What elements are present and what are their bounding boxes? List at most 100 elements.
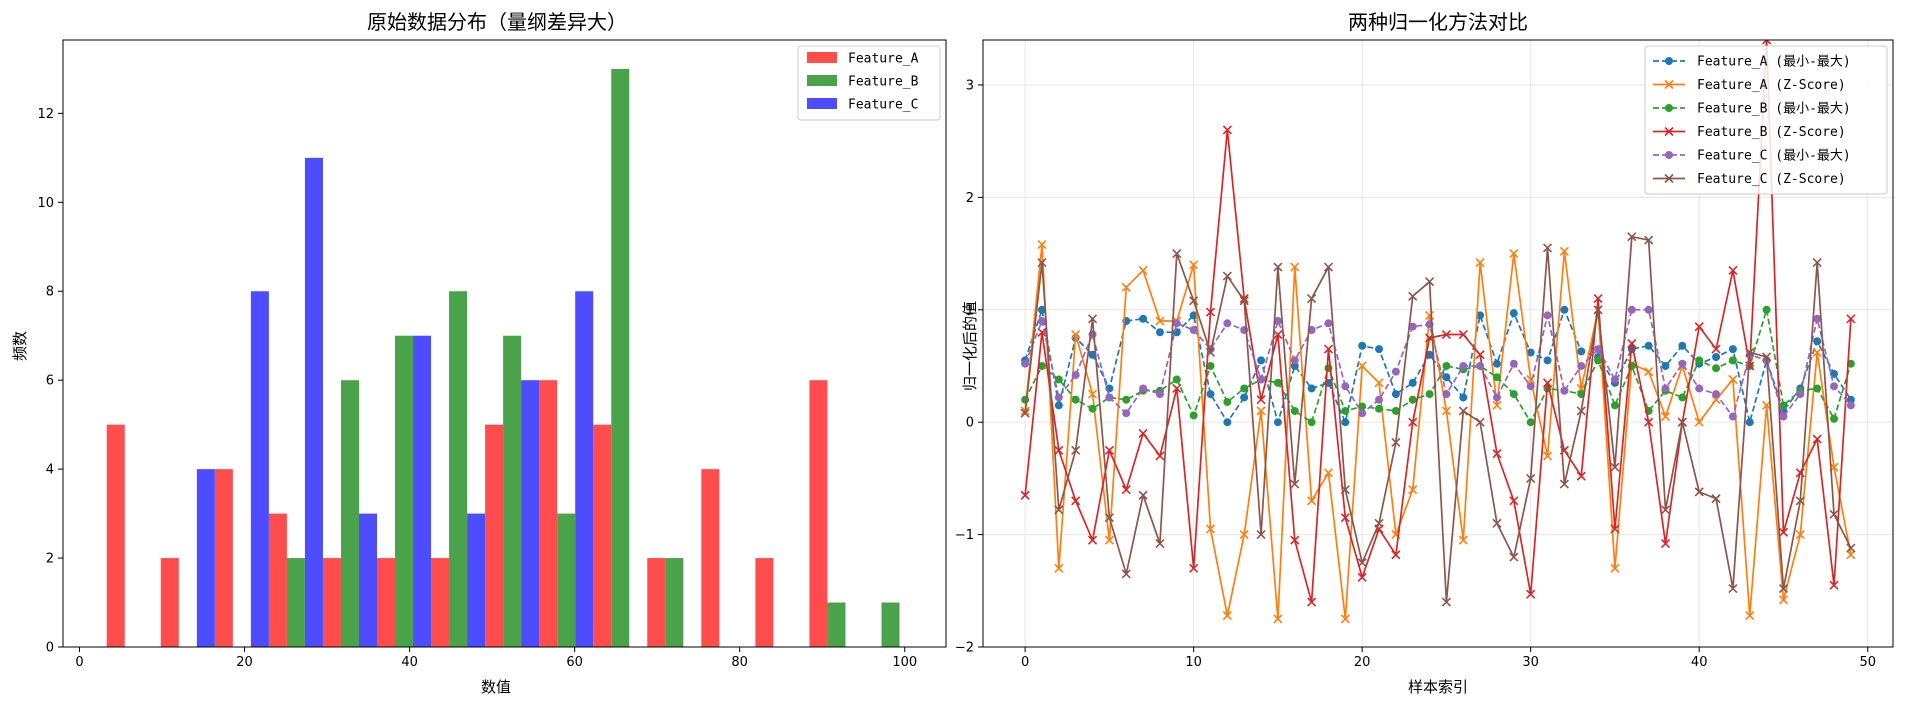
data-point [1813, 314, 1822, 323]
data-point [1105, 384, 1114, 393]
data-point [1391, 550, 1401, 560]
data-point [1779, 412, 1788, 421]
data-point [1257, 375, 1266, 384]
data-point [1711, 494, 1721, 504]
data-point [1778, 527, 1789, 537]
data-point [1155, 316, 1165, 326]
data-point [1728, 345, 1737, 354]
y-tick-label: 4 [46, 463, 54, 478]
data-point [1745, 418, 1754, 427]
legend-label: Feature_A [848, 52, 919, 67]
data-point [1475, 258, 1485, 268]
data-point [1711, 344, 1721, 354]
histogram-bar [322, 558, 341, 647]
data-point [1559, 246, 1569, 256]
histogram-bar [377, 558, 396, 647]
histogram-bar [395, 335, 414, 647]
data-point [1712, 352, 1721, 361]
histogram-bar [611, 68, 630, 647]
histogram-bar [521, 380, 540, 647]
data-point [1829, 580, 1839, 590]
histogram-chart: 原始数据分布（量纲差异大） 数值 频数 0 20 40 60 80 100 0 2 4 6 8 10 1… [11, 10, 947, 696]
data-point [1139, 314, 1148, 323]
data-point [1509, 496, 1519, 506]
data-point [1660, 539, 1671, 549]
data-point [1155, 328, 1164, 337]
series-group [1020, 240, 1856, 624]
y-tick-label: 0 [966, 416, 974, 431]
data-point [1104, 513, 1114, 523]
legend-swatch [807, 52, 837, 63]
data-point [1054, 393, 1063, 402]
data-point [1846, 395, 1855, 404]
x-tick-label: 100 [892, 655, 917, 670]
data-point [1087, 535, 1098, 545]
data-point [1543, 356, 1552, 365]
data-point [1610, 524, 1620, 534]
data-point [1358, 409, 1367, 418]
data-point [1172, 249, 1182, 259]
data-point [1660, 411, 1671, 422]
data-point [1307, 496, 1317, 506]
data-point [1442, 390, 1451, 399]
data-point [1088, 404, 1097, 413]
data-point [1593, 305, 1603, 315]
histogram-bar [827, 602, 846, 647]
data-point [1071, 329, 1081, 340]
data-point [1745, 610, 1755, 621]
histogram-bar [340, 380, 359, 647]
data-point [1812, 434, 1822, 444]
data-point [1812, 347, 1822, 358]
data-point [1391, 406, 1400, 415]
data-point [1762, 305, 1771, 314]
data-point [1492, 393, 1501, 402]
data-point [1846, 401, 1855, 410]
data-point [1678, 393, 1687, 402]
data-point [1542, 451, 1553, 461]
data-point [1678, 359, 1687, 368]
data-point [1610, 375, 1619, 384]
histogram-bar [413, 335, 432, 647]
data-point [1425, 277, 1435, 287]
legend-marker [1664, 173, 1674, 184]
data-point [1762, 352, 1772, 362]
data-point [1425, 390, 1434, 399]
data-point [1358, 402, 1367, 411]
data-point [1695, 384, 1704, 393]
data-point [1560, 386, 1569, 395]
data-point [1189, 260, 1199, 270]
x-tick-label: 40 [1691, 655, 1708, 670]
data-point [1122, 409, 1131, 418]
data-point [1408, 378, 1417, 387]
data-point [1290, 361, 1299, 370]
data-point [1644, 305, 1653, 314]
data-point [1576, 471, 1586, 481]
data-point [1324, 319, 1333, 328]
y-tick-label: 3 [966, 78, 974, 93]
data-point [1492, 373, 1501, 382]
data-point [1138, 265, 1148, 276]
plot-area: 0 20 40 60 80 100 0 2 4 6 8 10 12 Feature_A Feature_B F… [37, 39, 947, 670]
data-point [1087, 314, 1098, 324]
data-point [1273, 378, 1282, 387]
data-point [1610, 563, 1620, 573]
data-point [1071, 395, 1080, 404]
data-point [1694, 487, 1704, 497]
histogram-bar [467, 513, 486, 647]
x-tick-label: 40 [401, 655, 418, 670]
normalization-line-chart: 两种归一化方法对比 样本索引 归一化后的值 0 10 20 30 40 50 −2 −1 0 1 2… [955, 10, 1894, 696]
data-point [1594, 356, 1603, 365]
data-point [1492, 400, 1502, 410]
data-point [1021, 395, 1030, 404]
data-point [1054, 505, 1064, 515]
data-point [1475, 417, 1485, 427]
data-point [1206, 361, 1215, 370]
data-point [1172, 319, 1181, 328]
data-point [1594, 345, 1603, 354]
data-point [1240, 393, 1249, 402]
legend-swatch [807, 98, 837, 109]
data-point [1593, 293, 1603, 304]
data-point [1728, 374, 1738, 385]
x-axis-label: 数值 [481, 678, 511, 696]
data-point [1239, 296, 1249, 306]
